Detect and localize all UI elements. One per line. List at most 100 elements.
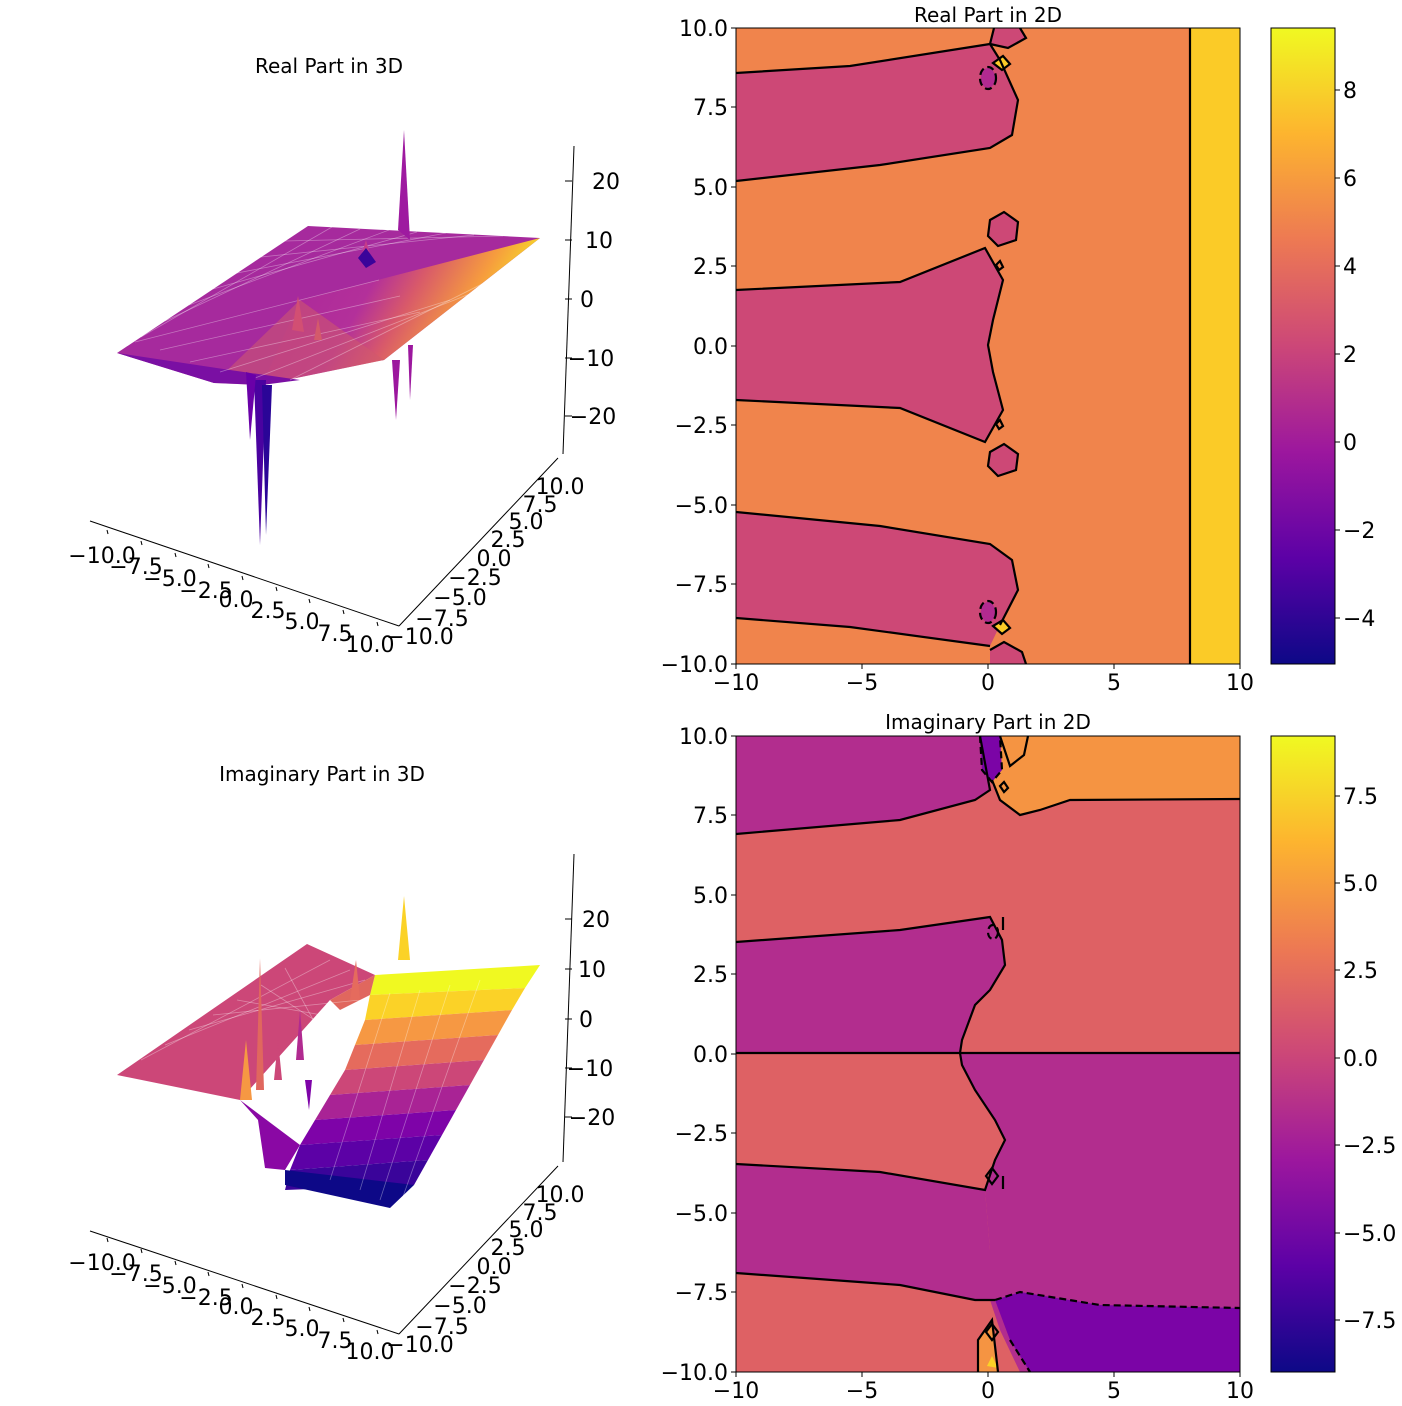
real-3d-x-tick-label: −2.5 (179, 579, 232, 604)
real-3d-panel: Real Part in 3D (68, 54, 620, 658)
imag-2d-y-ticks: 10.0 7.5 5.0 2.5 0.0 −2.5 −5.0 −7.5 −10.… (661, 725, 736, 1386)
imag-3d-y-tick-label: −5.0 (433, 1294, 486, 1319)
real-2d-colorbar-ticks: 8 6 4 2 0 −2 −4 (1335, 79, 1375, 632)
real-3d-z-tick-label: 20 (592, 170, 620, 195)
imag-2d-x-tick-label: −5 (846, 1379, 878, 1404)
imag-3d-z-tick-label: 0 (579, 1008, 593, 1033)
real-3d-y-tick-label: 2.5 (491, 528, 526, 553)
imag-3d-y-ticks: −10.0 −7.5 −5.0 −2.5 0.0 2.5 5.0 7.5 10.… (386, 1183, 584, 1358)
imag-3d-y-tick-label: 7.5 (523, 1201, 558, 1226)
real-2d-colorbar-tick-label: −4 (1343, 607, 1375, 632)
imag-3d-x-tick-label: −5.0 (143, 1274, 196, 1299)
real-2d-y-tick-label: −10.0 (661, 653, 728, 678)
real-2d-panel: Real Part in 2D (661, 3, 1376, 696)
real-2d-contour-plot (736, 28, 1240, 664)
real-3d-x-tick-label: −7.5 (109, 555, 162, 580)
imag-2d-x-ticks: −10 −5 0 5 10 (713, 1372, 1254, 1404)
real-2d-colorbar-tick-label: 0 (1343, 431, 1357, 456)
imag-3d-y-tick-label: 5.0 (509, 1218, 544, 1243)
real-3d-x-ticks: −10.0 −7.5 −5.0 −2.5 0.0 2.5 5.0 7.5 10.… (68, 529, 394, 658)
imag-2d-y-tick-label: −10.0 (661, 1361, 728, 1386)
imag-2d-y-tick-label: −2.5 (675, 1122, 728, 1147)
real-3d-x-axis (89, 520, 400, 627)
real-3d-y-ticks: −10.0 −7.5 −5.0 −2.5 0.0 2.5 5.0 7.5 10.… (386, 475, 584, 650)
imag-3d-z-axis (562, 853, 575, 1163)
real-3d-y-tick-label: 5.0 (509, 510, 544, 535)
imag-3d-z-tick-label: −20 (569, 1106, 615, 1131)
imag-3d-z-ticks: 20 10 0 −10 −20 (565, 908, 615, 1131)
real-3d-x-tick-label: −10.0 (68, 544, 135, 569)
imag-2d-panel: Imaginary Part in 2D (661, 710, 1397, 1404)
real-2d-colorbar-tick-label: 4 (1343, 255, 1357, 280)
imag-3d-y-tick-label: −7.5 (415, 1315, 468, 1340)
imag-3d-y-tick-label: −10.0 (386, 1333, 453, 1358)
real-3d-z-tick-label: 0 (580, 288, 594, 313)
imag-3d-x-tick-label: −10.0 (68, 1251, 135, 1276)
imag-2d-y-tick-label: 7.5 (693, 804, 728, 829)
imag-3d-z-tick-label: 10 (578, 958, 606, 983)
imag-2d-colorbar-tick-label: 2.5 (1343, 959, 1378, 984)
imag-3d-surface (117, 896, 540, 1208)
real-3d-title: Real Part in 3D (255, 54, 403, 78)
real-2d-y-tick-label: −7.5 (675, 573, 728, 598)
real-2d-title: Real Part in 2D (914, 3, 1062, 27)
imag-2d-colorbar-tick-label: −2.5 (1343, 1134, 1396, 1159)
imag-2d-y-tick-label: −7.5 (675, 1281, 728, 1306)
real-2d-colorbar-tick-label: 6 (1343, 167, 1357, 192)
imag-2d-y-tick-label: 2.5 (693, 963, 728, 988)
imag-3d-y-tick-label: 0.0 (477, 1255, 512, 1280)
imag-2d-y-tick-label: −5.0 (675, 1202, 728, 1227)
imag-3d-z-tick-label: −10 (567, 1057, 613, 1082)
imag-3d-x-tick-label: 2.5 (251, 1306, 286, 1331)
real-3d-y-tick-label: −7.5 (415, 607, 468, 632)
imag-2d-y-tick-label: 10.0 (679, 725, 728, 750)
real-2d-x-tick-label: −10 (713, 671, 759, 696)
real-2d-colorbar-tick-label: −2 (1343, 519, 1375, 544)
real-3d-z-ticks: 20 10 0 −10 −20 (565, 170, 620, 430)
real-2d-colorbar-tick-label: 2 (1343, 343, 1357, 368)
real-2d-y-tick-label: 2.5 (693, 255, 728, 280)
imag-3d-y-axis (398, 1165, 559, 1335)
real-2d-y-tick-label: 5.0 (693, 176, 728, 201)
imag-2d-colorbar (1270, 735, 1336, 1373)
real-3d-x-tick-label: 7.5 (318, 622, 353, 647)
imag-3d-z-tick-label: 20 (582, 908, 610, 933)
real-3d-y-tick-label: 7.5 (523, 493, 558, 518)
real-3d-z-tick-label: 10 (585, 229, 613, 254)
real-3d-x-tick-label: −5.0 (143, 567, 196, 592)
imag-3d-y-tick-label: −2.5 (448, 1274, 501, 1299)
real-3d-y-tick-label: −2.5 (448, 566, 501, 591)
real-2d-x-tick-label: 10 (1226, 671, 1254, 696)
real-3d-z-axis (562, 145, 575, 455)
imag-2d-y-tick-label: 5.0 (693, 884, 728, 909)
real-2d-y-tick-label: 0.0 (693, 335, 728, 360)
real-2d-colorbar-tick-label: 8 (1343, 79, 1357, 104)
imag-3d-x-tick-label: −2.5 (179, 1286, 232, 1311)
imag-2d-x-tick-label: 5 (1107, 1379, 1121, 1404)
imag-2d-y-tick-label: 0.0 (693, 1043, 728, 1068)
imag-2d-contour-plot (736, 736, 1240, 1372)
imag-3d-y-tick-label: 10.0 (536, 1183, 585, 1208)
real-3d-x-tick-label: 2.5 (251, 599, 286, 624)
imag-3d-x-tick-label: 7.5 (318, 1329, 353, 1354)
imag-2d-colorbar-tick-label: 7.5 (1343, 785, 1378, 810)
imag-2d-colorbar-tick-label: 5.0 (1343, 872, 1378, 897)
real-3d-surface (117, 130, 540, 545)
real-2d-x-tick-label: 5 (1107, 671, 1121, 696)
real-3d-y-tick-label: −5.0 (433, 586, 486, 611)
imag-3d-x-ticks: −10.0 −7.5 −5.0 −2.5 0.0 2.5 5.0 7.5 10.… (68, 1237, 394, 1365)
real-3d-y-tick-label: −10.0 (386, 625, 453, 650)
real-2d-x-tick-label: 0 (981, 671, 995, 696)
imag-3d-x-tick-label: 5.0 (285, 1317, 320, 1342)
imag-3d-x-axis (89, 1230, 400, 1335)
imag-2d-x-tick-label: −10 (713, 1379, 759, 1404)
imag-2d-x-tick-label: 10 (1226, 1379, 1254, 1404)
real-2d-y-tick-label: −2.5 (675, 414, 728, 439)
imag-3d-x-tick-label: 0.0 (219, 1295, 254, 1320)
real-2d-x-ticks: −10 −5 0 5 10 (713, 664, 1254, 696)
real-2d-y-tick-label: 10.0 (679, 17, 728, 42)
real-2d-y-tick-label: −5.0 (675, 494, 728, 519)
imag-2d-colorbar-ticks: 7.5 5.0 2.5 0.0 −2.5 −5.0 −7.5 (1335, 785, 1396, 1334)
imag-2d-title: Imaginary Part in 2D (885, 710, 1091, 734)
